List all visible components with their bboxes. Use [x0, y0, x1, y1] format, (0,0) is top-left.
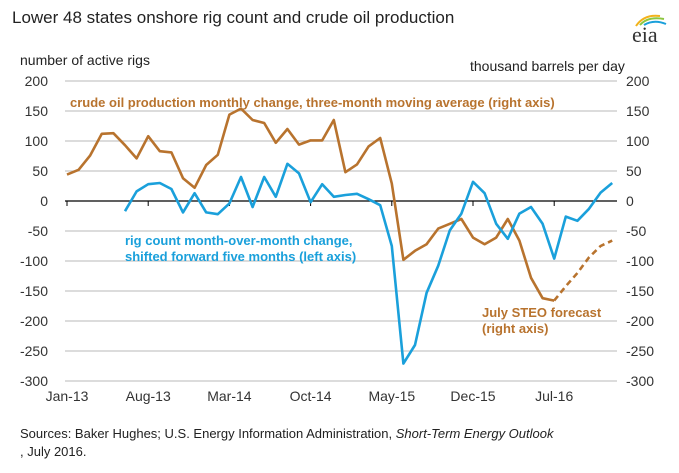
y-tick-left: 100: [25, 133, 49, 149]
y-tick-right: 150: [626, 103, 650, 119]
eia-logo-arcs-icon: [635, 14, 667, 27]
x-tick-label: Aug-13: [126, 388, 171, 404]
annotation-forecast-line2: (right axis): [482, 321, 548, 336]
y-tick-right: -300: [626, 373, 654, 389]
y-tick-right: -150: [626, 283, 654, 299]
annotation-forecast-line1: July STEO forecast: [482, 305, 602, 320]
y-tick-left: 150: [25, 103, 49, 119]
y-tick-left: 50: [32, 163, 48, 179]
y-tick-right: 0: [626, 193, 634, 209]
x-tick-label: Jul-16: [535, 388, 573, 404]
sources-suffix: , July 2016.: [20, 444, 87, 459]
y-tick-right: -100: [626, 253, 654, 269]
x-tick-label: May-15: [368, 388, 415, 404]
y-tick-right: -200: [626, 313, 654, 329]
x-tick-label: Dec-15: [450, 388, 495, 404]
annotation-rigs-line1: rig count month-over-month change,: [125, 233, 353, 248]
sources-italic: Short-Term Energy Outlook: [395, 426, 554, 441]
eia-logo-text: eia: [632, 22, 658, 47]
chart-title: Lower 48 states onshore rig count and cr…: [12, 8, 455, 27]
series-line-forecast: [553, 239, 613, 302]
x-tick-label: Mar-14: [207, 388, 252, 404]
y-tick-left: 200: [25, 73, 49, 89]
x-tick-label: Oct-14: [290, 388, 332, 404]
y-tick-left: 0: [40, 193, 48, 209]
sources-note: Sources: Baker Hughes; U.S. Energy Infor…: [20, 425, 554, 461]
eia-logo: eia: [622, 6, 672, 47]
y-tick-left: -250: [20, 343, 48, 359]
y-tick-left: -300: [20, 373, 48, 389]
y-tick-right: 100: [626, 133, 650, 149]
y-axis-left-label: number of active rigs: [20, 52, 150, 68]
y-tick-left: -200: [20, 313, 48, 329]
annotation-rigs-line2: shifted forward five months (left axis): [125, 249, 356, 264]
x-tick-label: Jan-13: [46, 388, 89, 404]
annotation-production: crude oil production monthly change, thr…: [70, 95, 555, 110]
y-tick-left: -100: [20, 253, 48, 269]
y-tick-left: -50: [28, 223, 48, 239]
y-tick-right: -50: [626, 223, 646, 239]
y-axis-right-label: thousand barrels per day: [470, 58, 625, 74]
y-tick-right: 50: [626, 163, 642, 179]
y-tick-right: 200: [626, 73, 650, 89]
y-tick-left: -150: [20, 283, 48, 299]
y-tick-right: -250: [626, 343, 654, 359]
sources-prefix: Sources: Baker Hughes; U.S. Energy Infor…: [20, 426, 396, 441]
